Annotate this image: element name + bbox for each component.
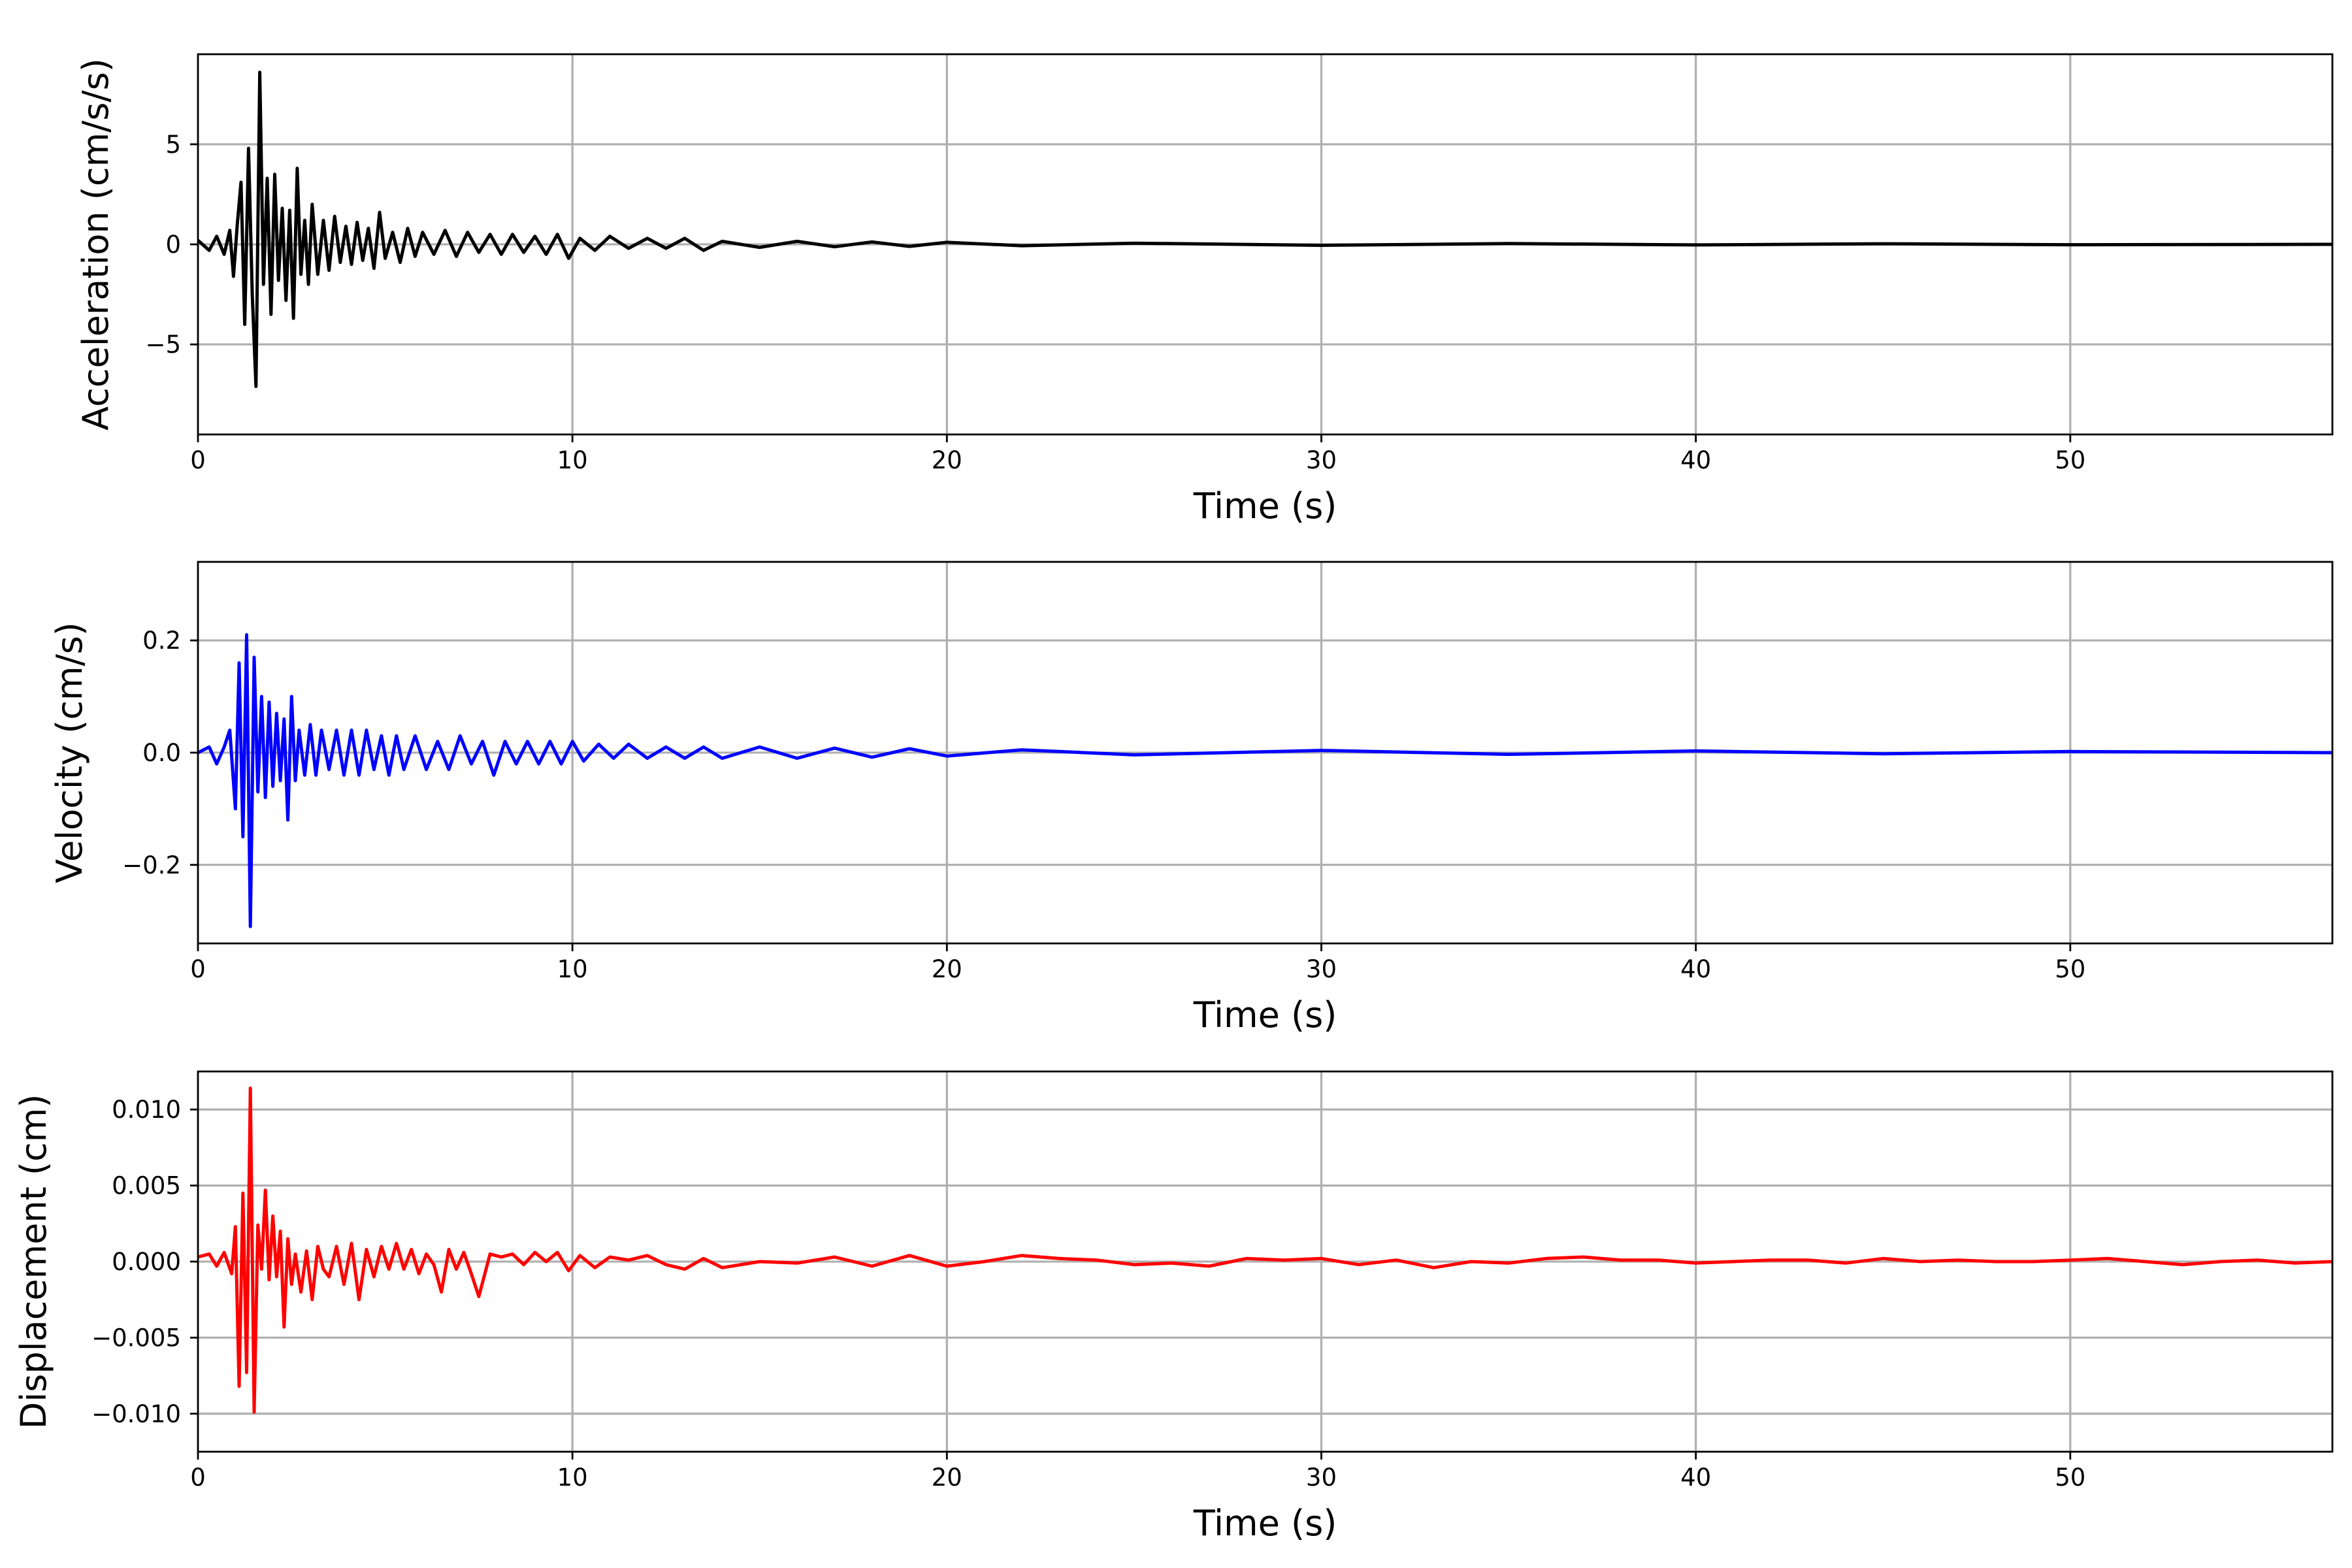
y-tick-label: 0.000 <box>112 1248 181 1276</box>
y-tick-label: 0.0 <box>142 739 181 767</box>
velocity-series-line <box>198 633 2332 928</box>
acceleration-panel: 0 10 20 30 40 50 −5 0 5 Time (s) Acceleration (cm/… <box>75 53 2334 527</box>
y-tick-label: 0 <box>165 231 181 259</box>
x-tick-label: 0 <box>190 446 206 474</box>
x-tick-label: 10 <box>557 955 588 983</box>
x-tick-label: 50 <box>2055 1463 2085 1492</box>
velocity-panel: 0 10 20 30 40 50 −0.2 0.0 0.2 Time (s) Velocity (c… <box>49 561 2334 1036</box>
x-tick-label: 40 <box>1680 1463 1711 1492</box>
x-tick-label: 40 <box>1680 446 1711 474</box>
x-axis-label: Time (s) <box>1193 994 1337 1036</box>
y-tick-label: 5 <box>165 131 181 159</box>
y-axis-label: Acceleration (cm/s/s) <box>75 58 116 431</box>
y-axis-label: Displacement (cm) <box>13 1094 54 1429</box>
x-axis-label: Time (s) <box>1193 1503 1337 1544</box>
y-tick-label: 0.2 <box>142 627 181 655</box>
x-axis-label: Time (s) <box>1193 485 1337 527</box>
x-tick-label: 50 <box>2055 955 2085 983</box>
x-tick-label: 30 <box>1306 1463 1337 1492</box>
displacement-series-line <box>198 1086 2332 1414</box>
x-tick-label: 50 <box>2055 446 2085 474</box>
x-tick-label: 20 <box>932 1463 962 1492</box>
y-tick-label: 0.005 <box>112 1172 181 1200</box>
y-tick-label: −0.2 <box>122 851 181 879</box>
x-tick-label: 0 <box>190 1463 206 1492</box>
x-tick-label: 30 <box>1306 955 1337 983</box>
x-tick-label: 0 <box>190 955 206 983</box>
y-tick-label: −5 <box>145 331 181 359</box>
x-tick-label: 30 <box>1306 446 1337 474</box>
x-tick-label: 10 <box>557 1463 588 1492</box>
x-tick-label: 10 <box>557 446 588 474</box>
y-axis-label: Velocity (cm/s) <box>49 622 90 883</box>
y-tick-label: 0.010 <box>112 1096 181 1124</box>
y-tick-label: −0.005 <box>91 1324 181 1352</box>
y-tick-label: −0.010 <box>91 1400 181 1428</box>
x-tick-label: 20 <box>932 955 962 983</box>
acceleration-series-line <box>198 71 2332 388</box>
x-tick-label: 40 <box>1680 955 1711 983</box>
displacement-panel: 0 10 20 30 40 50 −0.010 −0.005 0.000 0.005 0.010 Ti… <box>13 1070 2334 1544</box>
x-tick-label: 20 <box>932 446 962 474</box>
